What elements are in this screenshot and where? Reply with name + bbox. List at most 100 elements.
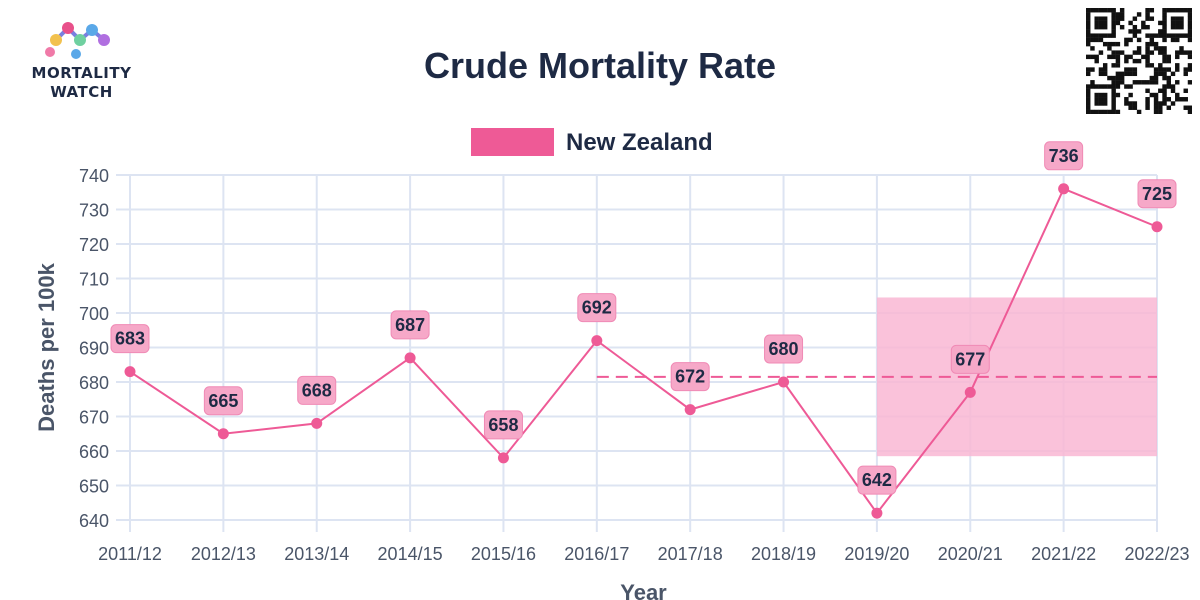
qr-module: [1162, 37, 1167, 43]
qr-module: [1166, 105, 1171, 110]
qr-module: [1111, 29, 1116, 34]
qr-module: [1132, 24, 1138, 30]
qr-module: [1141, 54, 1146, 60]
data-label-box: [203, 386, 243, 416]
qr-module: [1162, 84, 1167, 89]
data-label: 692: [582, 298, 612, 318]
qr-module: [1086, 12, 1091, 17]
qr-module: [1149, 41, 1155, 47]
data-point: [1151, 221, 1163, 233]
data-point: [311, 417, 323, 429]
qr-module: [1149, 33, 1155, 38]
data-label: 672: [675, 367, 705, 387]
qr-module: [1098, 84, 1104, 89]
qr-module: [1107, 8, 1112, 13]
qr-module: [1094, 16, 1099, 21]
qr-module: [1098, 20, 1104, 26]
qr-module: [1094, 109, 1099, 114]
qr-module: [1132, 50, 1138, 55]
x-tick-label: 2018/19: [751, 544, 816, 564]
qr-module: [1187, 29, 1192, 34]
qr-module: [1128, 20, 1133, 26]
qr-module: [1086, 20, 1091, 26]
data-point: [964, 386, 976, 398]
qr-module: [1149, 50, 1155, 55]
qr-module: [1111, 80, 1116, 85]
qr-module: [1090, 80, 1095, 85]
y-axis-title: Deaths per 100k: [34, 262, 59, 432]
qr-module: [1086, 88, 1091, 93]
qr-module: [1090, 33, 1095, 38]
qr-module: [1124, 67, 1129, 72]
qr-module: [1170, 20, 1176, 26]
qr-module: [1098, 37, 1104, 43]
qr-module: [1098, 97, 1104, 102]
qr-module: [1102, 97, 1108, 102]
qr-module: [1124, 97, 1129, 102]
qr-module: [1153, 41, 1159, 47]
qr-module: [1187, 20, 1192, 26]
qr-module: [1162, 67, 1167, 72]
qr-module: [1158, 20, 1163, 26]
qr-module: [1132, 67, 1138, 72]
qr-module: [1170, 24, 1176, 30]
qr-module: [1145, 105, 1150, 110]
qr-module: [1158, 71, 1163, 77]
data-point: [591, 335, 603, 347]
qr-module: [1183, 71, 1188, 77]
qr-module: [1162, 20, 1167, 26]
data-label: 677: [955, 349, 985, 369]
qr-module: [1111, 41, 1116, 47]
qr-module: [1145, 8, 1150, 13]
qr-module: [1179, 46, 1184, 51]
qr-module: [1170, 101, 1176, 106]
qr-module: [1153, 101, 1159, 106]
qr-module: [1102, 16, 1108, 21]
data-point: [404, 352, 416, 364]
y-tick-label: 690: [79, 339, 109, 359]
qr-module: [1175, 20, 1180, 26]
qr-module: [1119, 71, 1125, 77]
qr-module: [1175, 37, 1180, 43]
data-point: [871, 507, 883, 519]
qr-module: [1094, 37, 1099, 43]
x-tick-label: 2021/22: [1031, 544, 1096, 564]
qr-module: [1111, 33, 1116, 38]
qr-module: [1187, 24, 1192, 30]
qr-module: [1090, 8, 1095, 13]
qr-module: [1111, 50, 1116, 55]
qr-module: [1187, 109, 1192, 114]
qr-module: [1162, 33, 1167, 38]
qr-module: [1102, 109, 1108, 114]
qr-module: [1136, 37, 1142, 43]
qr-module: [1090, 84, 1095, 89]
data-point: [778, 376, 790, 388]
y-tick-label: 640: [79, 511, 109, 531]
qr-module: [1175, 33, 1180, 38]
qr-module: [1179, 33, 1184, 38]
qr-module: [1141, 20, 1146, 26]
data-point: [1058, 183, 1070, 195]
qr-module: [1145, 12, 1150, 17]
qr-module: [1128, 71, 1133, 77]
qr-module: [1132, 80, 1138, 85]
qr-module: [1094, 92, 1099, 98]
qr-module: [1098, 67, 1104, 72]
qr-module: [1111, 8, 1116, 13]
qr-module: [1094, 58, 1099, 64]
qr-module: [1098, 33, 1104, 38]
qr-module: [1098, 71, 1104, 77]
data-label-box: [950, 344, 990, 374]
qr-module: [1128, 67, 1133, 72]
qr-module: [1149, 8, 1155, 13]
data-label-box: [577, 293, 617, 323]
qr-code-icon: [1086, 8, 1192, 114]
qr-module: [1153, 109, 1159, 114]
qr-module: [1086, 67, 1091, 72]
qr-module: [1145, 58, 1150, 64]
qr-module: [1124, 37, 1129, 43]
qr-module: [1175, 63, 1180, 68]
data-point: [124, 366, 136, 378]
qr-module: [1187, 80, 1192, 85]
qr-module: [1175, 67, 1180, 72]
